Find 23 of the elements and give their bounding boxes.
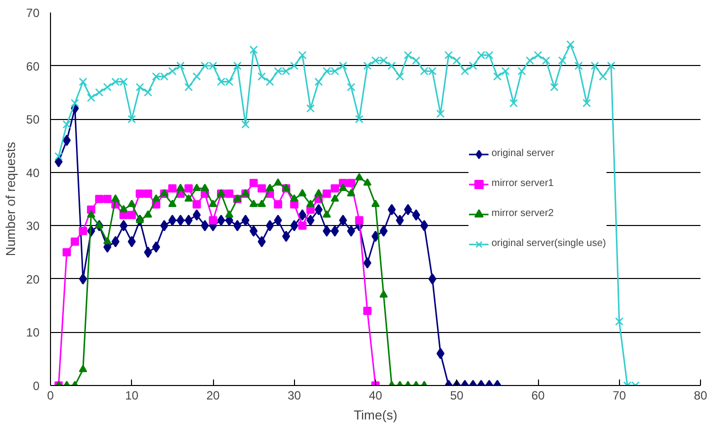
x-tick-label: 60 <box>531 388 545 402</box>
x-tick-label: 10 <box>125 388 139 402</box>
legend-label: original server(single use) <box>492 238 606 249</box>
x-tick-label: 40 <box>368 388 382 402</box>
y-tick-label: 30 <box>26 219 40 234</box>
y-tick-label: 0 <box>32 379 40 393</box>
legend-label: original server <box>492 148 554 159</box>
y-tick-label: 60 <box>26 59 40 74</box>
y-axis-title: Number of requests <box>3 141 18 256</box>
y-tick-label: 40 <box>26 166 40 180</box>
x-tick-label: 0 <box>47 388 54 402</box>
y-tick-label: 50 <box>26 112 40 127</box>
x-axis-title: Time(s) <box>354 408 398 422</box>
x-tick-label: 50 <box>450 388 464 402</box>
x-tick-label: 80 <box>694 388 708 402</box>
x-tick-label: 30 <box>288 388 302 402</box>
y-tick-label: 10 <box>26 326 40 340</box>
legend-label: mirror server1 <box>492 178 554 189</box>
y-tick-label: 20 <box>26 272 40 286</box>
legend-label: mirror server2 <box>492 208 554 219</box>
x-tick-label: 20 <box>206 388 220 402</box>
y-tick-label: 70 <box>26 6 40 20</box>
x-tick-label: 70 <box>612 388 626 402</box>
